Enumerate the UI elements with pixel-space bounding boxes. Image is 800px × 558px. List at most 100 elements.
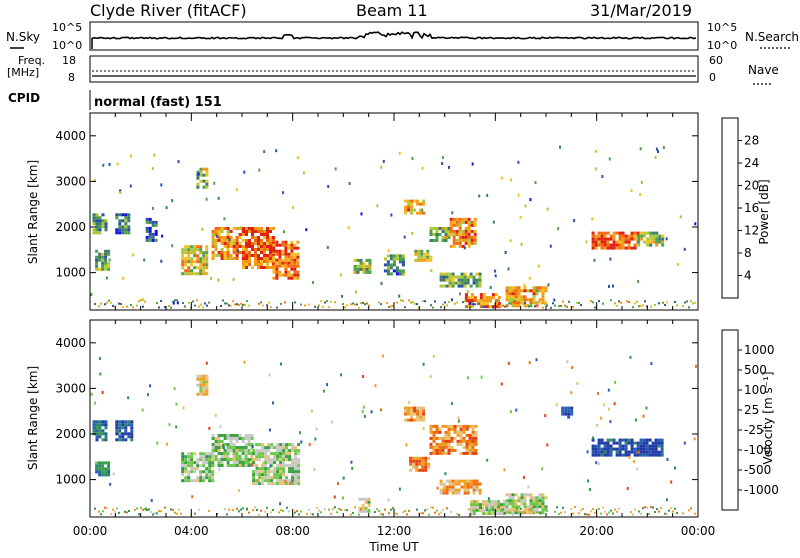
power-patch — [272, 240, 300, 280]
beam-label: Beam 11 — [356, 1, 428, 20]
velocity-colorbar: 1000 500 100 25 -25 -100 -500 -1000 — [721, 329, 779, 511]
nsearch-label: N.Search — [745, 30, 799, 44]
colorbar-tick-label: 100 — [744, 383, 767, 397]
velocity-heatmap — [90, 354, 697, 516]
power-patch — [95, 249, 111, 271]
xtick-label: 16:00 — [478, 524, 513, 538]
velocity-patch — [439, 479, 482, 495]
colorbar-tick-label: 12 — [744, 224, 759, 238]
power-patch — [429, 227, 451, 242]
power-near-range-speckle — [90, 145, 697, 309]
velocity-patch — [358, 497, 371, 513]
colorbar-tick-label: -1000 — [744, 483, 779, 497]
colorbar-tick-label: 28 — [744, 134, 759, 148]
velocity-patch — [95, 461, 111, 477]
power-patch — [439, 272, 482, 288]
time-axis: 00:00 04:00 08:00 12:00 16:00 20:00 00:00 — [73, 524, 716, 538]
velocity-panel: 1000 2000 3000 4000 Slant Range [km] — [26, 319, 699, 518]
frequency-panel: Freq. [MHz] 18 8 60 0 Nave — [7, 54, 779, 85]
velocity-near-range-speckle — [90, 354, 697, 516]
power-patch — [242, 227, 275, 269]
power-patch — [181, 245, 209, 276]
velocity-patch — [252, 443, 301, 486]
nave-axis-bottom: 0 — [709, 71, 716, 84]
xtick-label: 04:00 — [174, 524, 209, 538]
noise-line — [91, 31, 697, 40]
power-ytick-label: 4000 — [55, 129, 86, 143]
power-patch — [196, 167, 209, 189]
power-colorbar-label: Power [dB] — [757, 179, 771, 244]
power-patch — [591, 231, 640, 250]
velocity-patch — [470, 500, 506, 516]
velocity-patch — [211, 434, 254, 467]
noise-axis-bottom-left: 10^0 — [52, 39, 82, 52]
colorbar-tick-label: 4 — [744, 269, 752, 283]
xtick-label: 08:00 — [275, 524, 310, 538]
xtick-label: 00:00 — [73, 524, 108, 538]
power-patch — [211, 227, 245, 260]
power-ytick-label: 2000 — [55, 220, 86, 234]
power-heatmap — [90, 145, 697, 309]
velocity-patch — [591, 438, 664, 457]
noise-axis-top-left: 10^5 — [52, 21, 82, 34]
velocity-ytick-label: 3000 — [55, 381, 86, 395]
power-colorbar: 4 8 12 16 20 24 28 — [721, 117, 759, 299]
velocity-patch — [92, 420, 108, 442]
cpid-label: CPID — [8, 91, 40, 105]
power-patch — [449, 217, 477, 248]
freq-label-line2: [MHz] — [7, 66, 39, 79]
velocity-patch — [505, 493, 548, 515]
colorbar-tick-label: 500 — [744, 363, 767, 377]
nave-label: Nave — [748, 63, 779, 77]
power-patch — [637, 231, 665, 247]
power-patch — [414, 249, 433, 262]
colorbar-tick-label: 16 — [744, 201, 759, 215]
power-patch — [115, 213, 131, 235]
colorbar-tick-label: 24 — [744, 156, 759, 170]
power-patch — [353, 258, 372, 274]
noise-axis-top-right: 10^5 — [707, 21, 737, 34]
velocity-ytick-label: 2000 — [55, 427, 86, 441]
velocity-ytick-label: 4000 — [55, 336, 86, 350]
xaxis-label: Time UT — [368, 540, 419, 554]
colorbar-tick-label: -25 — [744, 423, 764, 437]
power-ytick-label: 1000 — [55, 266, 86, 280]
velocity-patch — [115, 420, 134, 442]
velocity-patch — [404, 406, 426, 422]
xtick-label: 12:00 — [377, 524, 412, 538]
colorbar-tick-label: 1000 — [744, 343, 775, 357]
velocity-colorbar-label: Velocity [m s⁻¹] — [761, 371, 775, 464]
velocity-patch — [196, 374, 209, 396]
velocity-ytick-label: 1000 — [55, 473, 86, 487]
colorbar-tick-label: 20 — [744, 179, 759, 193]
colorbar-tick-label: -500 — [744, 463, 771, 477]
freq-label-line1: Freq. — [18, 54, 45, 67]
velocity-patch — [181, 452, 215, 483]
cpid-value: normal (fast) 151 — [94, 95, 222, 110]
velocity-patch — [561, 406, 574, 419]
velocity-ylabel: Slant Range [km] — [26, 366, 40, 470]
freq-axis-bottom: 8 — [68, 71, 75, 84]
nsky-label: N.Sky — [6, 30, 40, 44]
power-ytick-label: 3000 — [55, 174, 86, 188]
colorbar-tick-label: 8 — [744, 246, 752, 260]
power-patch — [505, 286, 548, 308]
nave-axis-top: 60 — [709, 54, 723, 67]
velocity-patch — [429, 424, 478, 455]
power-patch — [145, 217, 158, 242]
colorbar-tick-label: 25 — [744, 403, 759, 417]
power-panel: 1000 2000 3000 4000 Slant Range [km] — [26, 112, 699, 311]
power-axes: 1000 2000 3000 4000 — [55, 113, 699, 310]
freq-axis-top: 18 — [62, 54, 76, 67]
power-patch — [383, 254, 405, 276]
station-title: Clyde River (fitACF) — [90, 1, 247, 20]
power-ylabel: Slant Range [km] — [26, 160, 40, 264]
power-patch — [404, 199, 426, 215]
noise-axis-bottom-right: 10^0 — [707, 39, 737, 52]
date-label: 31/Mar/2019 — [590, 1, 692, 20]
velocity-axes: 1000 2000 3000 4000 — [55, 320, 699, 517]
velocity-patch — [409, 456, 431, 472]
xtick-label: 20:00 — [579, 524, 614, 538]
colorbar-tick-label: -100 — [744, 443, 771, 457]
